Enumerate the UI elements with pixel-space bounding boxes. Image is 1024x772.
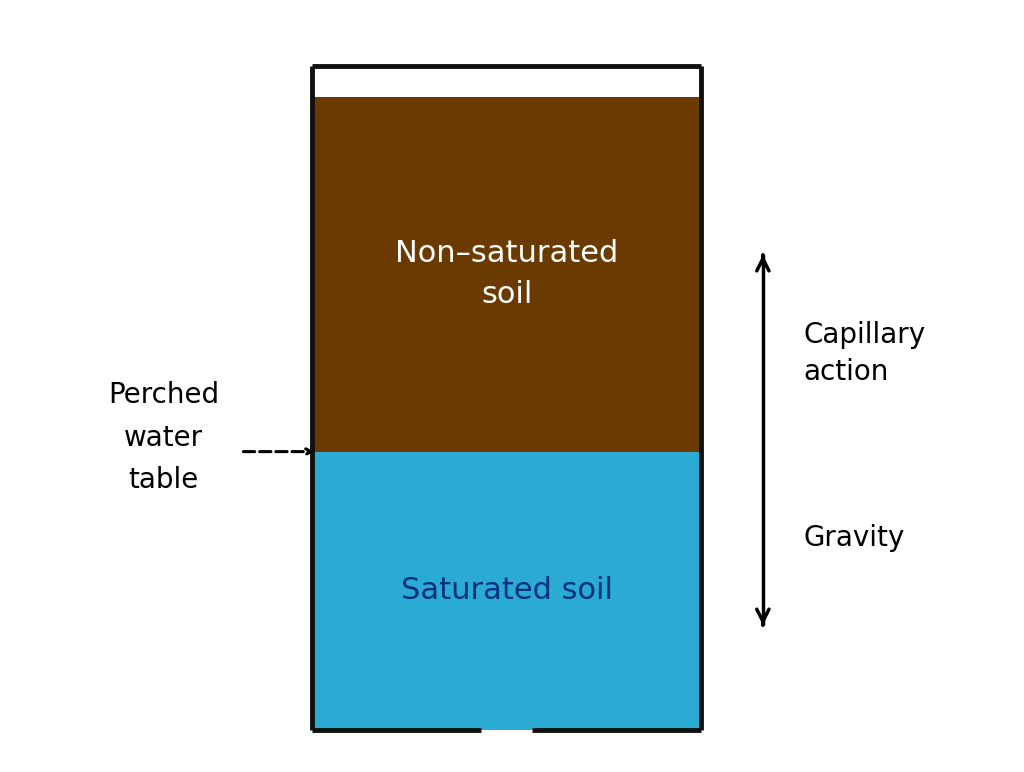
Text: Non–saturated
soil: Non–saturated soil [395, 239, 618, 309]
Text: Saturated soil: Saturated soil [400, 576, 613, 605]
Bar [312, 452, 701, 730]
Text: Gravity: Gravity [804, 524, 905, 553]
Text: water: water [124, 424, 204, 452]
Text: Perched: Perched [109, 381, 219, 409]
Bar [312, 96, 701, 452]
Text: Capillary
action: Capillary action [804, 321, 926, 385]
Text: table: table [129, 466, 199, 494]
